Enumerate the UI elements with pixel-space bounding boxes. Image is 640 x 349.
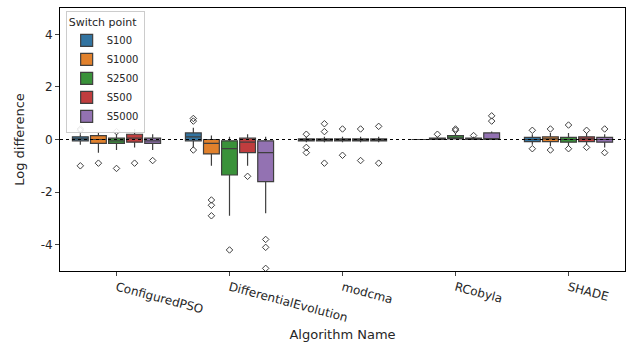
svg-text:4: 4 xyxy=(45,28,53,42)
svg-text:RCobyla: RCobyla xyxy=(453,280,504,306)
svg-text:DifferentialEvolution: DifferentialEvolution xyxy=(227,280,349,325)
svg-text:Switch point: Switch point xyxy=(69,16,138,29)
svg-text:S100: S100 xyxy=(107,35,132,46)
svg-text:S5000: S5000 xyxy=(107,111,139,122)
svg-text:-2: -2 xyxy=(41,185,53,199)
svg-text:0: 0 xyxy=(45,133,53,147)
svg-text:-4: -4 xyxy=(41,238,53,252)
svg-text:Algorithm Name: Algorithm Name xyxy=(289,327,395,342)
svg-text:Log difference: Log difference xyxy=(12,93,27,186)
svg-text:S1000: S1000 xyxy=(107,54,139,65)
svg-text:modcma: modcma xyxy=(340,280,394,307)
svg-text:SHADE: SHADE xyxy=(566,280,610,304)
svg-text:ConfiguredPSO: ConfiguredPSO xyxy=(114,280,205,317)
svg-text:2: 2 xyxy=(45,80,53,94)
svg-text:S2500: S2500 xyxy=(107,73,139,84)
svg-text:S500: S500 xyxy=(107,92,132,103)
